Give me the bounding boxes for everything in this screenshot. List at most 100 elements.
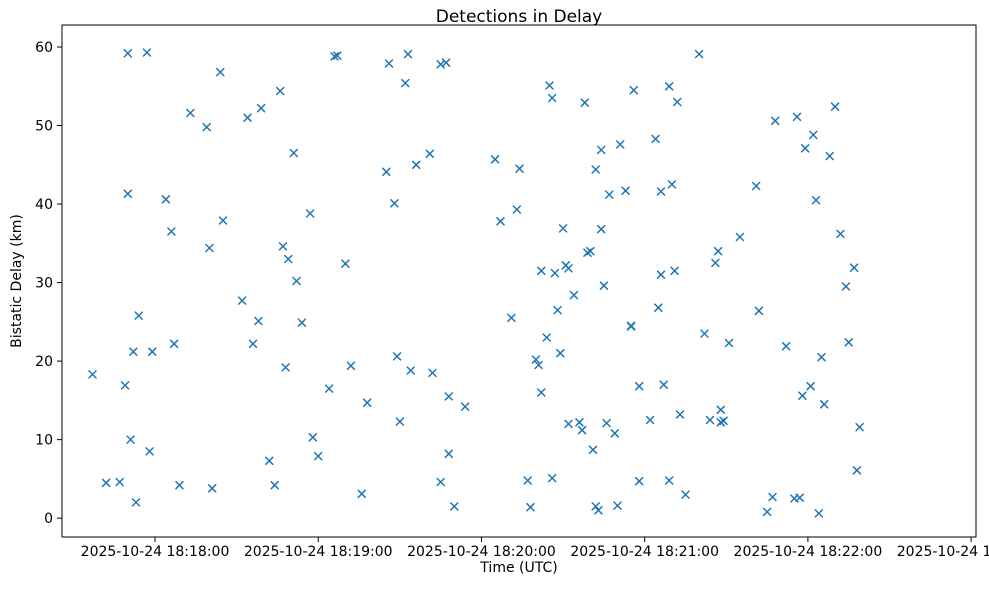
x-tick-label: 2025-10-24 18:20:00 <box>407 544 556 560</box>
scatter-point <box>175 480 184 490</box>
scatter-point <box>675 410 685 419</box>
scatter-point <box>248 339 258 349</box>
y-tick-label: 50 <box>35 119 53 135</box>
scatter-point <box>161 195 171 204</box>
x-tick-label: 2025-10-24 18:23:00 <box>897 544 989 560</box>
scatter-point <box>129 347 138 356</box>
scatter-point <box>297 318 307 327</box>
scatter-point <box>545 81 554 90</box>
scatter-point <box>645 415 655 425</box>
scatter-point <box>700 329 709 338</box>
scatter-point <box>120 381 130 390</box>
scatter-point <box>770 116 780 126</box>
scatter-point <box>588 445 598 455</box>
scatter-point <box>134 311 143 320</box>
scatter-point <box>800 144 810 153</box>
scatter-point <box>256 103 266 113</box>
scatter-point <box>596 224 606 234</box>
scatter-point <box>281 363 290 372</box>
scatter-point <box>523 476 532 485</box>
scatter-point <box>254 316 263 326</box>
scatter-point <box>792 112 802 122</box>
scatter-point <box>694 49 704 59</box>
scatter-point <box>599 281 609 290</box>
scatter-point <box>809 130 818 140</box>
scatter-point <box>825 151 834 161</box>
scatter-point <box>123 189 133 199</box>
scatter-point <box>403 49 413 59</box>
scatter-point <box>621 186 630 195</box>
scatter-point <box>667 180 677 189</box>
scatter-point <box>795 493 804 502</box>
y-tick-label: 10 <box>35 433 53 449</box>
scatter-point <box>507 313 516 323</box>
scatter-point <box>265 456 274 466</box>
scatter-point <box>659 380 668 389</box>
scatter-point <box>341 259 350 268</box>
scatter-point <box>411 160 421 170</box>
scatter-point <box>615 140 625 149</box>
scatter-point <box>852 466 862 475</box>
scatter-point <box>713 246 723 256</box>
scatter-point <box>591 502 600 511</box>
scatter-point <box>670 266 679 276</box>
scatter-point <box>333 51 342 60</box>
scatter-point <box>441 58 451 67</box>
scatter-point <box>444 449 454 459</box>
scatter-point <box>591 165 600 174</box>
scatter-point <box>542 333 551 342</box>
scatter-point <box>537 266 546 276</box>
scatter-point <box>751 181 761 191</box>
scatter-point <box>841 282 851 291</box>
scatter-point <box>664 476 674 485</box>
scatter-point <box>142 48 152 57</box>
x-tick-label: 2025-10-24 18:18:00 <box>81 544 230 560</box>
scatter-point <box>218 216 228 225</box>
scatter-point <box>613 501 622 510</box>
x-tick-label: 2025-10-24 18:21:00 <box>570 544 719 560</box>
scatter-point <box>390 199 399 208</box>
scatter-point <box>496 217 505 226</box>
scatter-point <box>313 451 323 461</box>
scatter-point <box>395 417 405 426</box>
scatter-point <box>716 405 726 415</box>
scatter-point <box>575 418 584 427</box>
x-axis-label: Time (UTC) <box>480 560 558 576</box>
scatter-point <box>553 305 562 315</box>
scatter-point <box>654 303 663 312</box>
scatter-point <box>656 187 666 196</box>
scatter-point <box>594 506 603 515</box>
scatter-point <box>101 478 111 488</box>
scatter-point <box>292 276 301 286</box>
scatter-point <box>564 419 573 429</box>
scatter-point <box>167 227 176 236</box>
scatter-point <box>346 361 356 371</box>
scatter-point <box>270 480 279 490</box>
scatter-point <box>798 391 807 400</box>
scatter-point <box>406 366 415 375</box>
scatter-point <box>711 258 720 268</box>
scatter-point <box>577 425 587 435</box>
y-tick-label: 20 <box>35 354 53 370</box>
scatter-point <box>719 416 728 426</box>
scatter-point <box>436 477 445 487</box>
scatter-point <box>849 263 859 272</box>
scatter-point <box>392 352 402 361</box>
scatter-point <box>754 306 764 316</box>
scatter-point <box>490 155 500 164</box>
scatter-point <box>569 290 579 300</box>
scatter-point <box>781 341 791 351</box>
scatter-point <box>428 368 437 378</box>
scatter-point <box>819 400 829 409</box>
scatter-point <box>436 60 445 69</box>
scatter-point <box>724 338 734 348</box>
scatter-point <box>664 82 674 91</box>
scatter-point <box>537 388 546 397</box>
scatter-point <box>830 102 840 111</box>
scatter-point <box>278 242 288 251</box>
scatter-point <box>284 254 293 264</box>
scatter-point <box>705 415 715 425</box>
y-tick-label: 0 <box>44 511 53 527</box>
